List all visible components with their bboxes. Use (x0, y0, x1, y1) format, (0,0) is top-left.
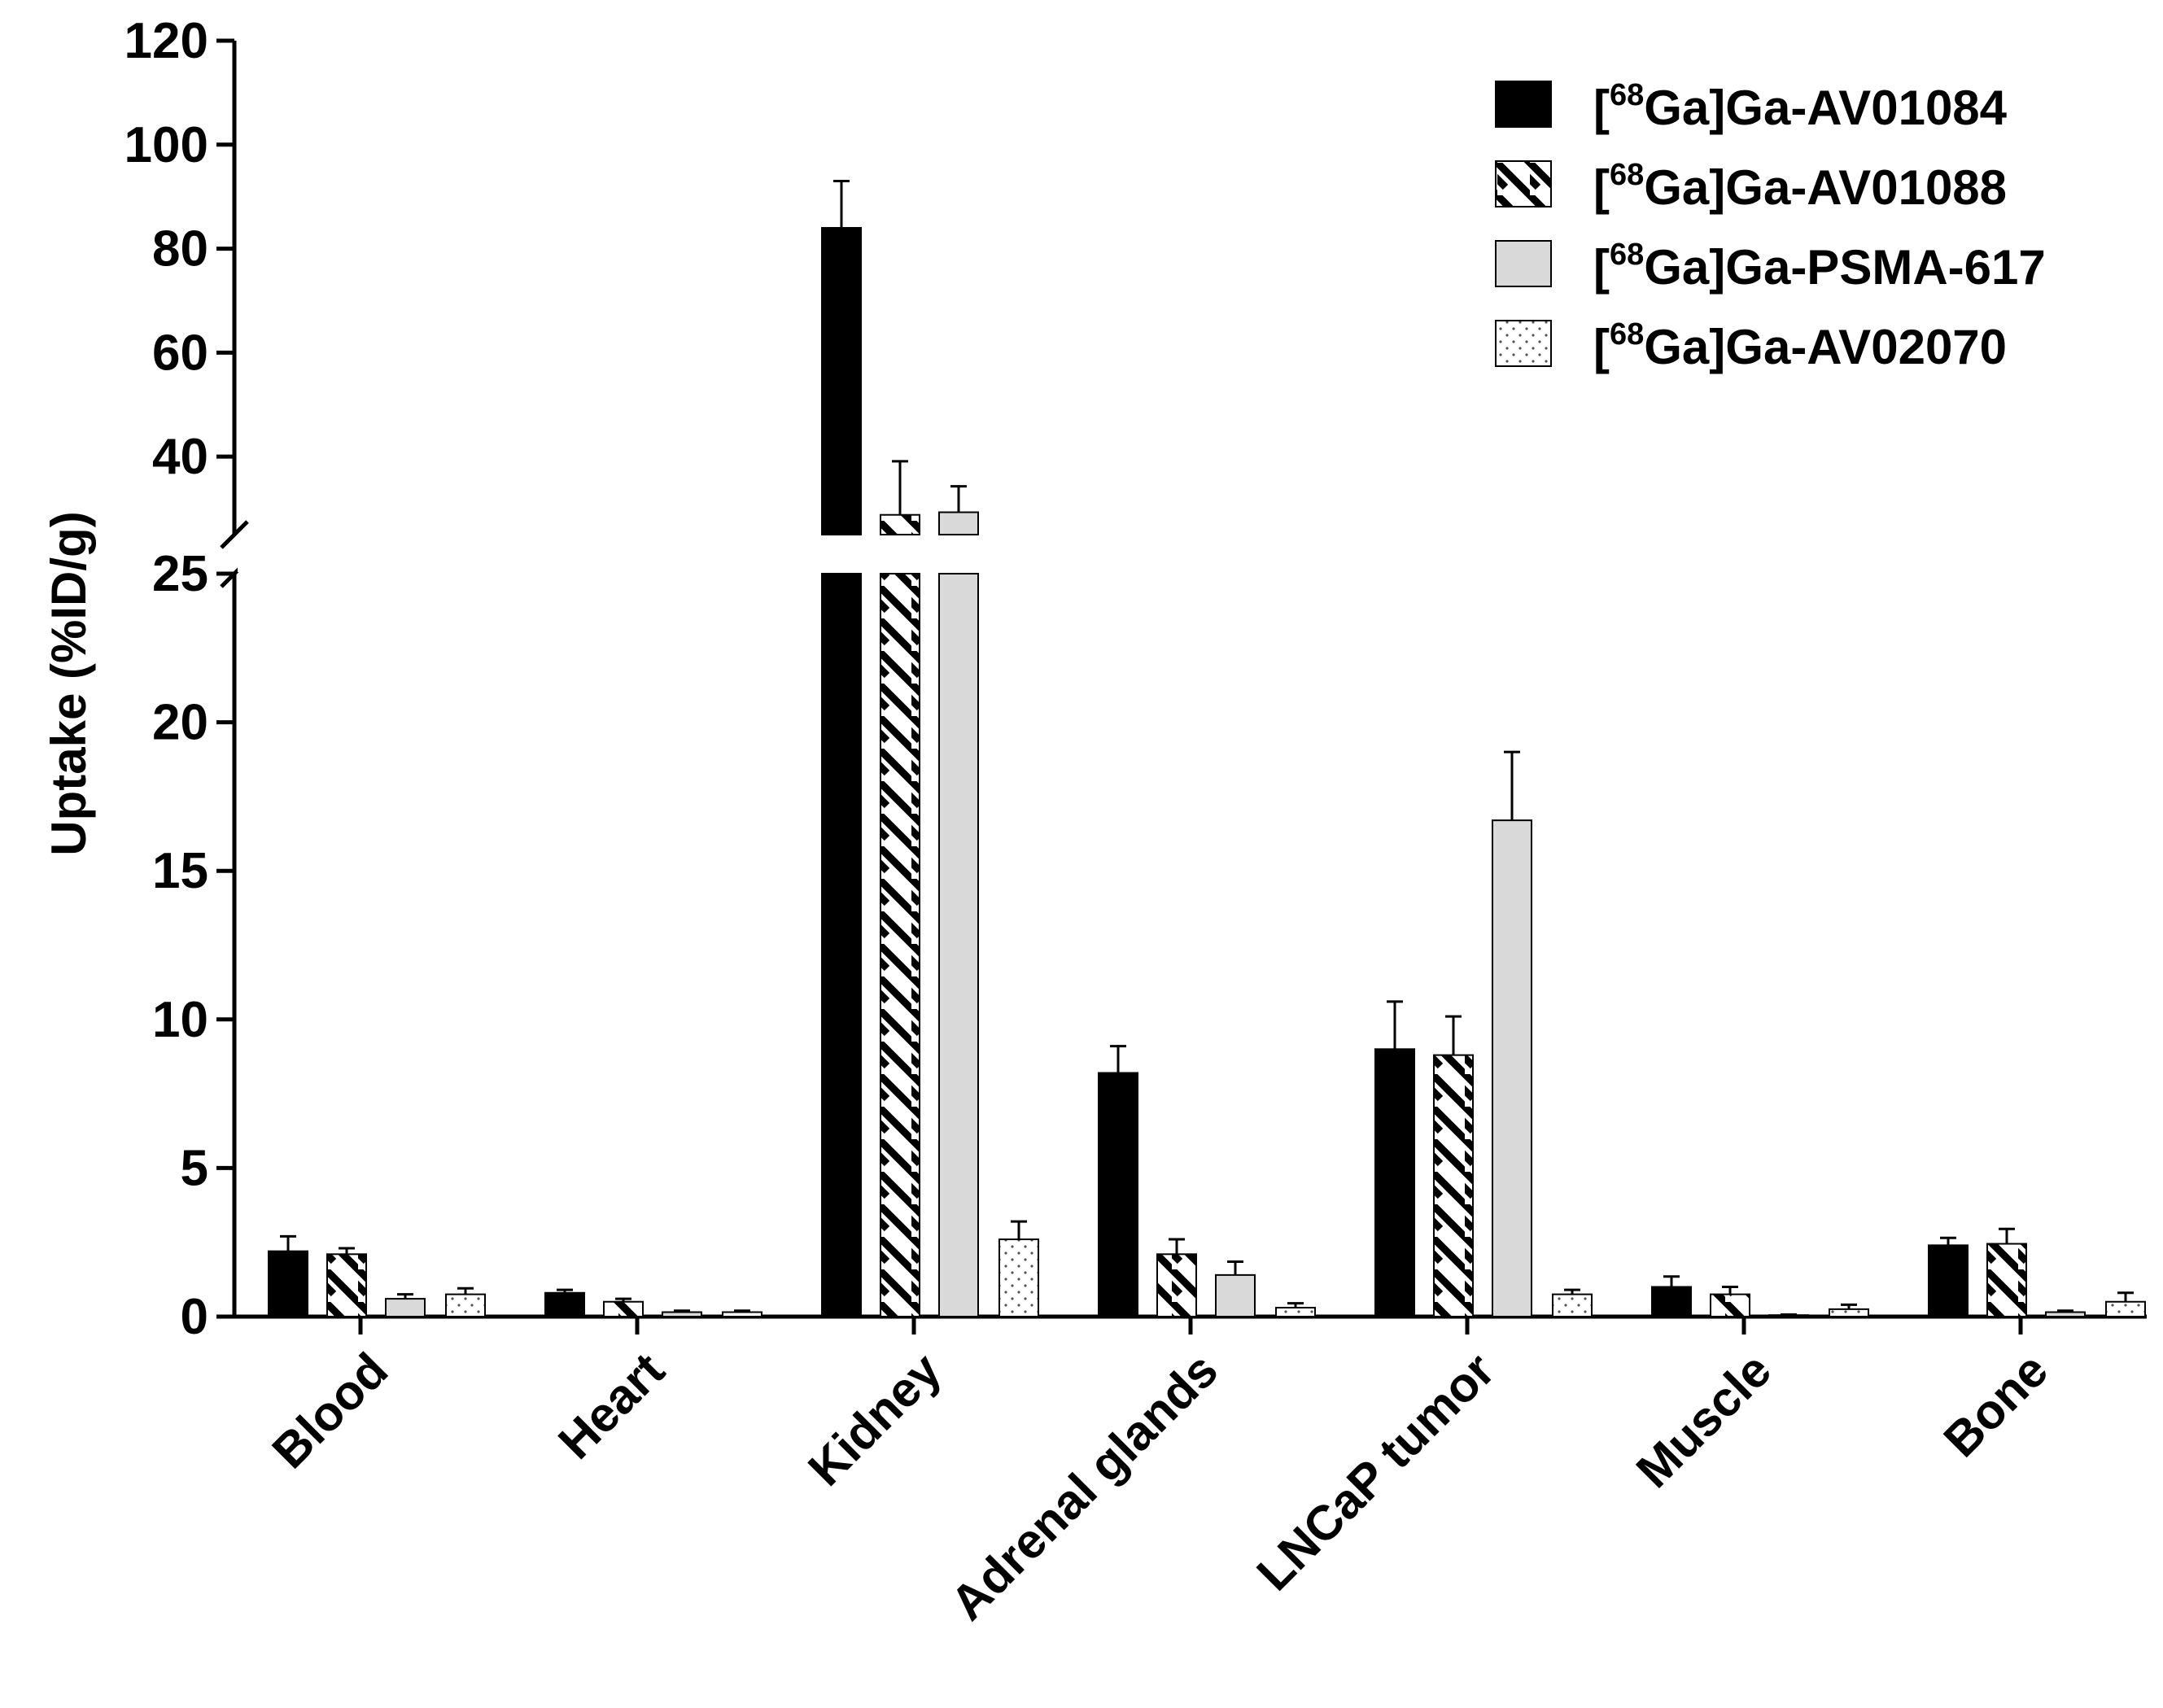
y-tick-label: 15 (152, 843, 208, 899)
legend: [68Ga]Ga-AV01084 [68Ga]Ga-AV01088 [68Ga]Ga… (1495, 78, 2046, 374)
y-tick-label: 60 (152, 325, 208, 381)
bar (1275, 1307, 1316, 1317)
bar (385, 1298, 426, 1318)
axis-break-mark (220, 520, 249, 549)
bar (445, 1293, 486, 1317)
bar (1156, 1253, 1197, 1317)
bar (722, 1311, 763, 1317)
bar (544, 1291, 585, 1318)
bar (1098, 1072, 1138, 1317)
bar (1986, 1243, 2027, 1317)
bar (662, 1311, 702, 1317)
x-tick-label: Adrenal glands (940, 1343, 1228, 1631)
legend-label: [68Ga]Ga-AV01088 (1593, 158, 2007, 215)
bar (2045, 1311, 2086, 1317)
bar (1492, 819, 1532, 1317)
y-tick-label: 10 (152, 992, 208, 1048)
bar (1928, 1244, 1969, 1318)
bar (2105, 1300, 2146, 1317)
legend-label: [68Ga]Ga-AV01084 (1593, 78, 2008, 135)
bar (1552, 1293, 1593, 1317)
legend-swatch (1495, 320, 1552, 367)
bar (998, 1238, 1039, 1317)
bar (938, 573, 979, 1317)
y-axis-title: Uptake (%ID/g) (42, 511, 96, 855)
bar (1768, 1314, 1809, 1317)
bar (268, 1250, 308, 1318)
bar (1433, 1054, 1474, 1318)
bar (1215, 1273, 1256, 1317)
legend-swatch (1495, 240, 1552, 287)
bar (326, 1253, 367, 1317)
legend-label: [68Ga]Ga-AV02070 (1593, 317, 2007, 374)
bars (238, 180, 2146, 1318)
bar (1374, 1048, 1415, 1317)
y-tick-label: 25 (152, 546, 208, 602)
y-tick-label: 80 (152, 221, 208, 277)
bar (821, 573, 862, 1317)
bar-upper-segment (880, 513, 920, 535)
x-tick-label: Blood (262, 1343, 399, 1479)
y-tick-label: 20 (152, 695, 208, 751)
x-tick-label: Kidney (797, 1342, 951, 1496)
y-tick-label: 120 (125, 13, 208, 69)
legend-swatch (1495, 81, 1552, 128)
axis-break-gap (238, 536, 970, 572)
legend-label: [68Ga]Ga-PSMA-617 (1593, 238, 2046, 295)
bar (1651, 1286, 1692, 1317)
bar (880, 573, 920, 1317)
x-tick-label: Muscle (1626, 1343, 1781, 1498)
y-tick-label: 0 (181, 1289, 208, 1345)
x-tick-label: LNCaP tumor (1247, 1343, 1505, 1601)
bar (1710, 1293, 1750, 1317)
y-tick-label: 5 (181, 1140, 208, 1196)
y-tick-label: 40 (152, 429, 208, 485)
x-tick-label: Heart (548, 1343, 675, 1470)
x-tick-label: Bone (1934, 1343, 2058, 1467)
bar (1829, 1308, 1869, 1317)
bar-upper-segment (821, 227, 862, 535)
bar-upper-segment (938, 511, 979, 536)
bar (603, 1300, 644, 1317)
legend-swatch (1495, 160, 1552, 207)
y-tick-label: 100 (125, 117, 208, 173)
